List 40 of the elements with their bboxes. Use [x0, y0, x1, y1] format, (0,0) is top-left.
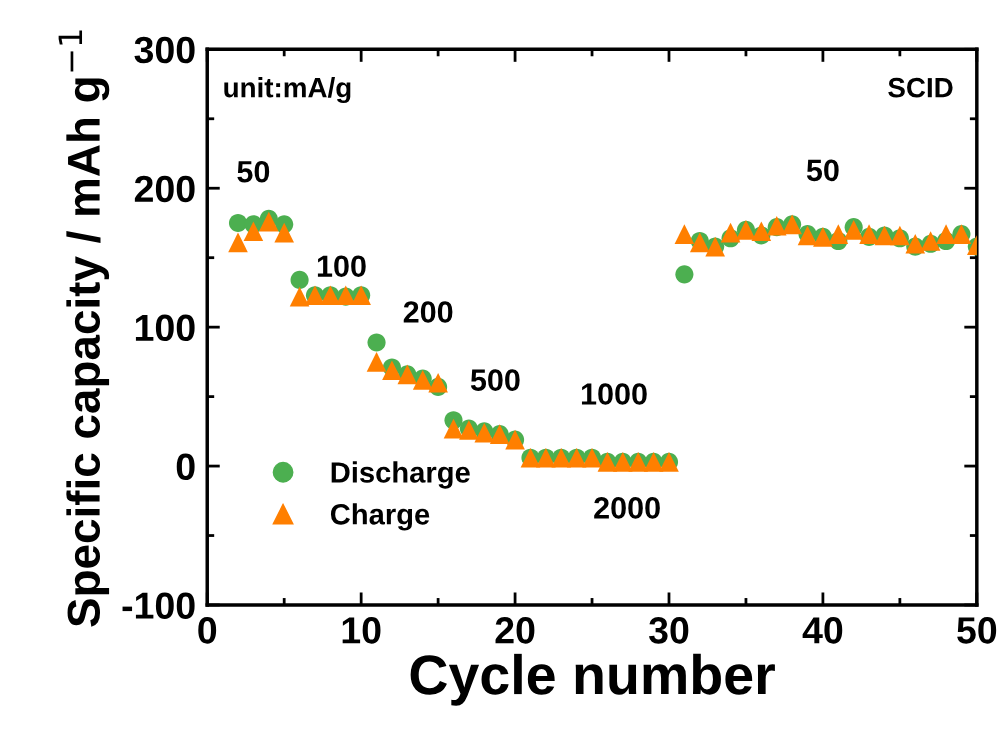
- point: [936, 224, 956, 244]
- point: [228, 232, 248, 253]
- point: [828, 224, 849, 244]
- y-tick-label: -100: [122, 592, 195, 619]
- annotation: 1000: [581, 383, 647, 405]
- legend-label: Discharge: [331, 461, 470, 489]
- point: [289, 286, 310, 307]
- y-tick-label: 100: [135, 314, 195, 342]
- annotation: 100: [317, 255, 366, 278]
- annotation: 50: [806, 159, 839, 182]
- x-tick-label: 30: [649, 617, 689, 644]
- annotation: 200: [403, 301, 453, 323]
- point: [367, 333, 386, 352]
- x-tick-label: 0: [198, 617, 217, 644]
- point: [243, 221, 264, 242]
- annotation: 50: [237, 160, 270, 183]
- x-tick-label: 20: [495, 617, 535, 644]
- x-tick-label: 50: [957, 617, 997, 644]
- point: [228, 213, 248, 233]
- x-tick-label: 40: [802, 617, 843, 644]
- annotation: 500: [470, 369, 520, 391]
- point: [443, 418, 464, 439]
- point: [720, 222, 741, 243]
- point: [274, 222, 295, 243]
- y-tick-label: 200: [134, 175, 195, 203]
- x-axis-title: Cycle number: [410, 653, 775, 706]
- point: [290, 270, 309, 289]
- x-tick-label: 10: [342, 617, 381, 644]
- annotation: 2000: [594, 497, 660, 519]
- point: [675, 265, 694, 284]
- point: [751, 221, 772, 242]
- point: [366, 352, 387, 372]
- annotation: SCID: [888, 77, 953, 98]
- y-tick-label: 0: [176, 453, 195, 481]
- y-axis-title: Specific capacity / mAh g$^{−1}$: [58, 30, 110, 627]
- annotation: unit:mA/g: [224, 77, 351, 104]
- legend-label: Charge: [330, 503, 430, 531]
- point: [428, 372, 448, 393]
- point: [674, 224, 695, 244]
- y-tick-label: 300: [134, 36, 195, 64]
